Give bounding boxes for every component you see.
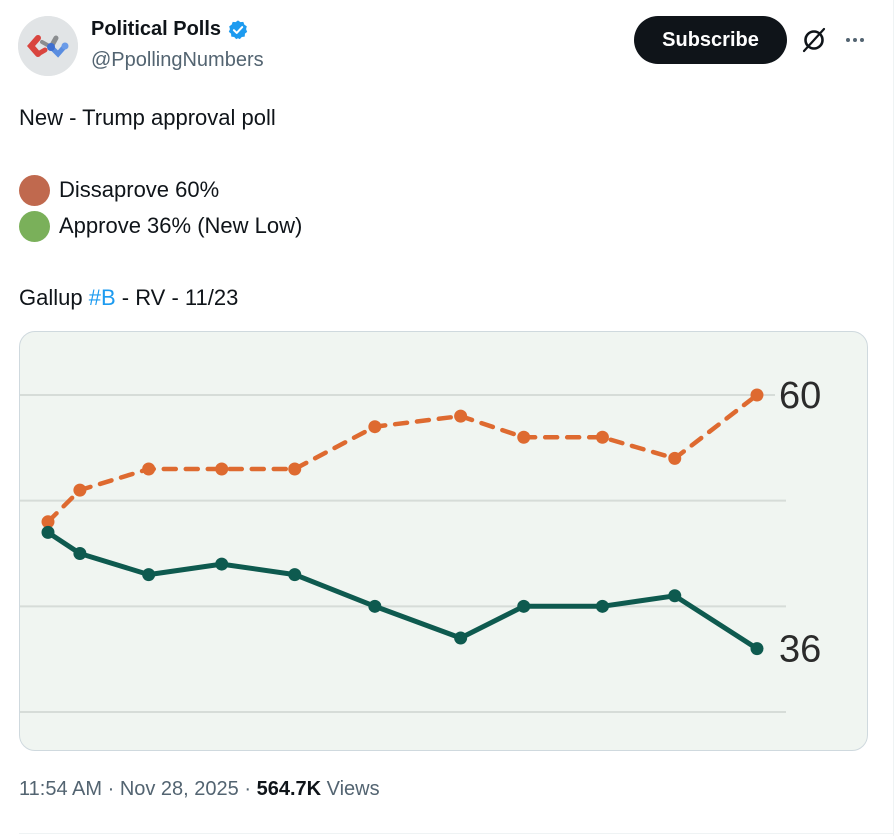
avatar[interactable] [18,16,78,76]
grok-icon[interactable] [800,26,828,54]
data-point-approve [73,547,87,560]
data-point-approve [668,589,682,603]
data-point-disapprove [750,388,764,402]
green-circle-icon [19,210,50,242]
meta-separator: · [102,778,120,800]
approval-line-chart: 60 36 [20,375,821,713]
legend-label: Approve 36% (New Low) [59,213,303,238]
data-point-disapprove [368,420,382,434]
data-point-approve [517,599,531,613]
political-polls-logo-icon [18,16,78,76]
data-point-approve [288,568,302,582]
data-point-approve [142,568,156,582]
end-label-disapprove: 60 [779,375,821,417]
display-name[interactable]: Political Polls [91,18,222,40]
tweet-meta: 11:54 AM · Nov 28, 2025 · 564.7K Views [19,778,380,801]
legend-item-approve: Approve 36% (New Low) [19,208,302,244]
source-prefix: Gallup [19,285,89,310]
data-point-approve [368,599,382,613]
chart-image[interactable]: 60 36 [19,331,868,751]
tweet-time[interactable]: 11:54 AM [19,778,103,800]
source-suffix: - RV - 11/23 [115,285,239,310]
tweet-text: New - Trump approval poll Dissaprove 60%… [19,100,302,316]
end-label-approve: 36 [779,629,821,671]
data-point-disapprove [454,409,468,423]
series-line-approve [45,529,760,652]
data-point-disapprove [288,462,302,476]
data-point-approve [454,631,468,645]
data-point-approve [215,557,229,571]
tweet-headline: New - Trump approval poll [19,105,276,130]
more-options-icon[interactable] [840,28,870,52]
meta-separator: · [238,778,257,800]
data-point-disapprove [41,515,55,529]
views-count: 564.7K [256,778,322,800]
hashtag-link[interactable]: #B [88,285,116,310]
data-point-disapprove [73,483,87,497]
author-name-row: Political Polls [91,18,249,41]
views-label: Views [321,778,380,800]
verified-badge-icon [228,19,248,39]
data-point-approve [750,642,764,656]
data-point-disapprove [142,462,156,476]
tweet-date[interactable]: Nov 28, 2025 [119,778,239,800]
subscribe-button[interactable]: Subscribe [634,16,787,64]
data-point-disapprove [668,451,682,465]
series-line-disapprove [45,392,760,525]
data-point-disapprove [215,462,229,476]
data-point-approve [595,599,609,613]
legend-label: Dissaprove 60% [59,177,220,202]
data-point-approve [41,525,55,539]
red-circle-icon [19,174,50,206]
account-handle[interactable]: @PpollingNumbers [91,49,264,71]
legend-item-disapprove: Dissaprove 60% [19,172,302,208]
divider [19,833,894,834]
data-point-disapprove [517,430,531,444]
data-point-disapprove [595,430,609,444]
source-line: Gallup #B - RV - 11/23 [19,280,302,316]
